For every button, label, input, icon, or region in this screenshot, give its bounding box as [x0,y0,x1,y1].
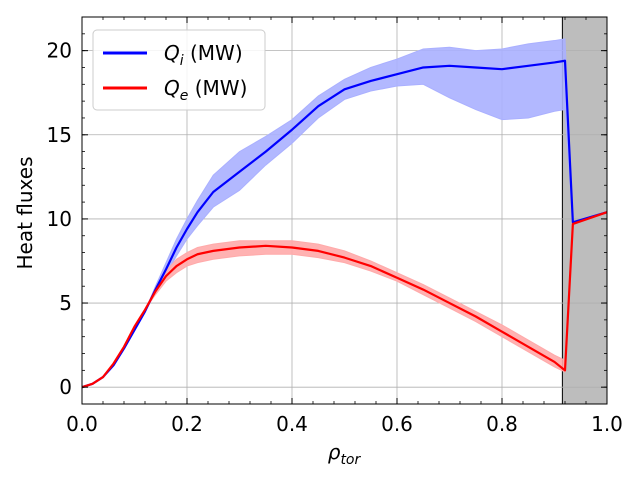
y-tick-label: 10 [47,207,72,231]
legend-label-qi: Qi (MW) [164,41,243,69]
x-tick-label: 0.8 [486,412,518,436]
axes [81,16,608,405]
series-line-qi [81,59,608,389]
plot-frame [81,16,608,405]
x-tick-label: 1.0 [591,412,623,436]
legend: Qi (MW) Qe (MW) [92,29,266,111]
x-tick-label: 0.4 [276,412,308,436]
y-tick-label: 0 [59,375,72,399]
x-axis-label: ρtor [328,440,362,468]
x-tick-label: 0.2 [171,412,203,436]
y-tick-label: 20 [47,39,72,63]
shaded-region-layer [561,16,608,405]
tick-labels: 0.0 0.2 0.4 0.6 0.8 1.0 0 5 10 15 20 [47,39,623,436]
legend-frame [92,29,266,111]
series-line-qe [81,211,608,389]
y-tick-label: 15 [47,123,72,147]
series-lines [81,59,608,389]
shaded-region [561,16,608,405]
legend-label-qe: Qe (MW) [164,76,247,104]
y-tick-label: 5 [59,291,72,315]
x-tick-label: 0.6 [381,412,413,436]
y-axis-label: Heat fluxes [13,156,37,269]
x-tick-label: 0.0 [66,412,98,436]
